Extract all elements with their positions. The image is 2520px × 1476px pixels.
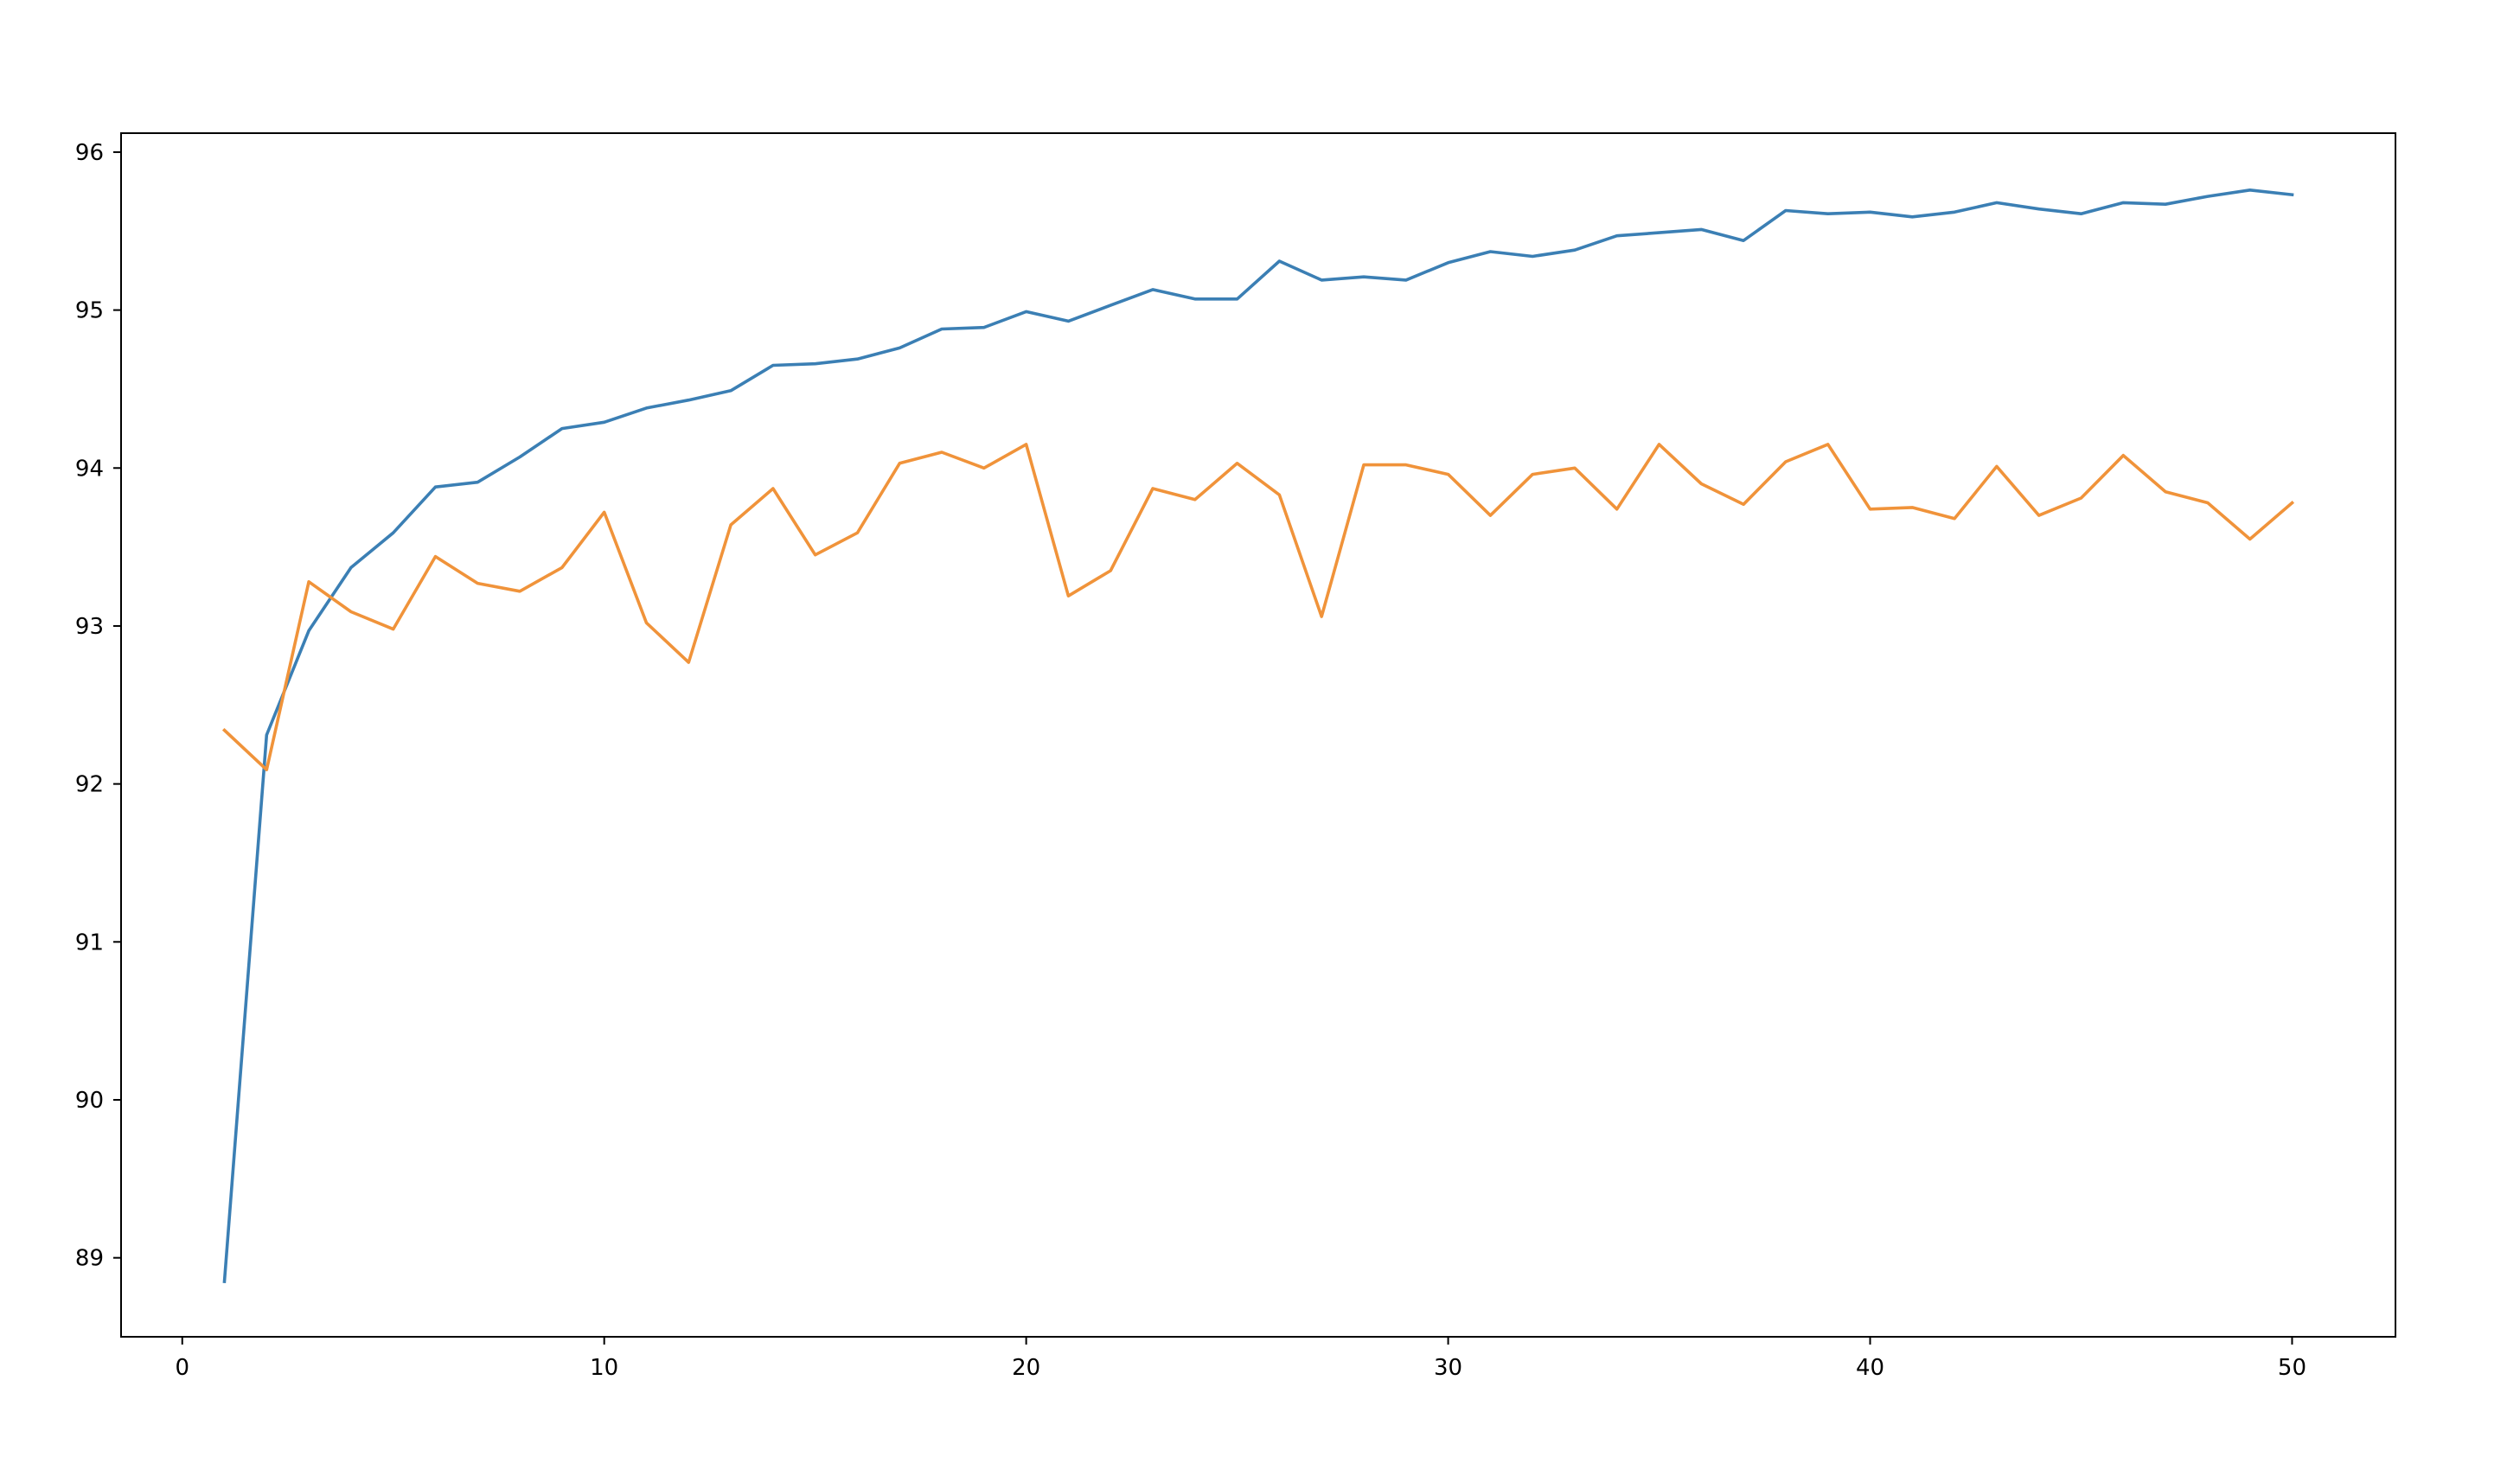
x-tick-label: 20 [1012, 1355, 1040, 1381]
y-tick-label: 91 [75, 930, 104, 955]
y-tick-label: 94 [75, 456, 104, 482]
y-tick-label: 95 [75, 298, 104, 324]
y-tick-label: 96 [75, 140, 104, 166]
plot-frame [120, 132, 2396, 1338]
y-tick-label: 89 [75, 1246, 104, 1272]
x-tick-label: 0 [175, 1355, 189, 1381]
series-line-2 [221, 443, 2295, 772]
series-line-1 [222, 188, 2294, 1284]
y-tick-label: 90 [75, 1088, 104, 1114]
y-tick-label: 92 [75, 772, 104, 798]
x-tick-label: 10 [590, 1355, 618, 1381]
series-layer [221, 188, 2295, 1284]
x-tick-label: 30 [1434, 1355, 1462, 1381]
x-tick-label: 40 [1856, 1355, 1884, 1381]
x-tick-label: 50 [2278, 1355, 2306, 1381]
axes-layer: 0 10 20 30 40 50 89 90 91 92 93 94 95 96 [75, 132, 2396, 1381]
y-tick-label: 93 [75, 614, 104, 640]
